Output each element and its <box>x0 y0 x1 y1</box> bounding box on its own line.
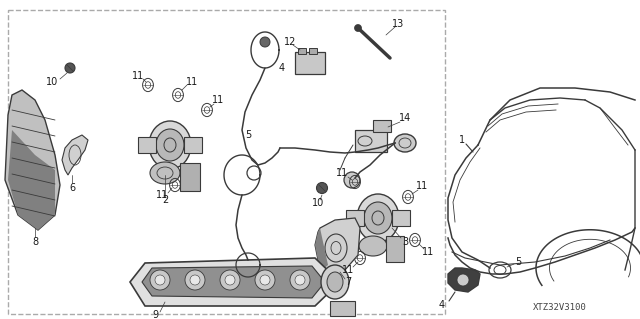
Bar <box>346 210 364 226</box>
Circle shape <box>220 270 240 290</box>
Bar <box>355 130 387 152</box>
Text: 12: 12 <box>284 37 296 47</box>
Polygon shape <box>5 90 60 230</box>
Text: 11: 11 <box>212 95 224 105</box>
Bar <box>373 120 391 132</box>
Ellipse shape <box>364 202 392 234</box>
Circle shape <box>225 275 235 285</box>
Circle shape <box>290 270 310 290</box>
Polygon shape <box>62 135 88 175</box>
Bar <box>330 301 355 316</box>
Ellipse shape <box>149 121 191 169</box>
Text: 4: 4 <box>439 300 445 310</box>
Circle shape <box>150 270 170 290</box>
Circle shape <box>355 25 362 32</box>
Polygon shape <box>130 258 340 306</box>
Text: 11: 11 <box>422 247 434 257</box>
Circle shape <box>344 172 360 188</box>
Text: 2: 2 <box>162 195 168 205</box>
Circle shape <box>185 270 205 290</box>
Text: 11: 11 <box>336 168 348 178</box>
Text: 6: 6 <box>69 183 75 193</box>
Circle shape <box>255 270 275 290</box>
Bar <box>184 137 202 153</box>
Ellipse shape <box>327 272 343 292</box>
Ellipse shape <box>357 194 399 242</box>
Circle shape <box>155 275 165 285</box>
Polygon shape <box>448 268 480 292</box>
Ellipse shape <box>394 134 416 152</box>
Circle shape <box>295 275 305 285</box>
Text: 11: 11 <box>156 190 168 200</box>
Text: 8: 8 <box>32 237 38 247</box>
Bar <box>392 210 410 226</box>
Bar <box>138 137 156 153</box>
Ellipse shape <box>150 162 180 184</box>
Text: 14: 14 <box>399 113 411 123</box>
Circle shape <box>65 63 75 73</box>
Text: 1: 1 <box>459 135 465 145</box>
Text: 3: 3 <box>402 237 408 247</box>
Text: 11: 11 <box>132 71 144 81</box>
Polygon shape <box>142 266 325 298</box>
Polygon shape <box>315 228 328 272</box>
Circle shape <box>190 275 200 285</box>
Bar <box>295 52 325 74</box>
Text: 5: 5 <box>245 130 251 140</box>
Circle shape <box>260 275 270 285</box>
Bar <box>309 48 317 54</box>
Ellipse shape <box>321 265 349 299</box>
Text: 9: 9 <box>152 310 158 319</box>
Text: 4: 4 <box>279 63 285 73</box>
Polygon shape <box>8 130 55 230</box>
Text: 11: 11 <box>416 181 428 191</box>
Ellipse shape <box>156 129 184 161</box>
Text: 10: 10 <box>46 77 58 87</box>
Circle shape <box>260 37 270 47</box>
Text: 11: 11 <box>342 265 354 275</box>
Bar <box>386 236 404 262</box>
Circle shape <box>317 182 328 194</box>
Text: 10: 10 <box>312 198 324 208</box>
Bar <box>8 10 445 314</box>
Text: 11: 11 <box>186 77 198 87</box>
Text: 13: 13 <box>392 19 404 29</box>
Text: 7: 7 <box>345 277 351 287</box>
Bar <box>298 48 306 54</box>
Bar <box>180 163 200 191</box>
Polygon shape <box>315 218 360 272</box>
Text: XTZ32V3100: XTZ32V3100 <box>533 303 587 313</box>
Text: 5: 5 <box>515 257 521 267</box>
Circle shape <box>457 274 469 286</box>
Ellipse shape <box>359 236 387 256</box>
